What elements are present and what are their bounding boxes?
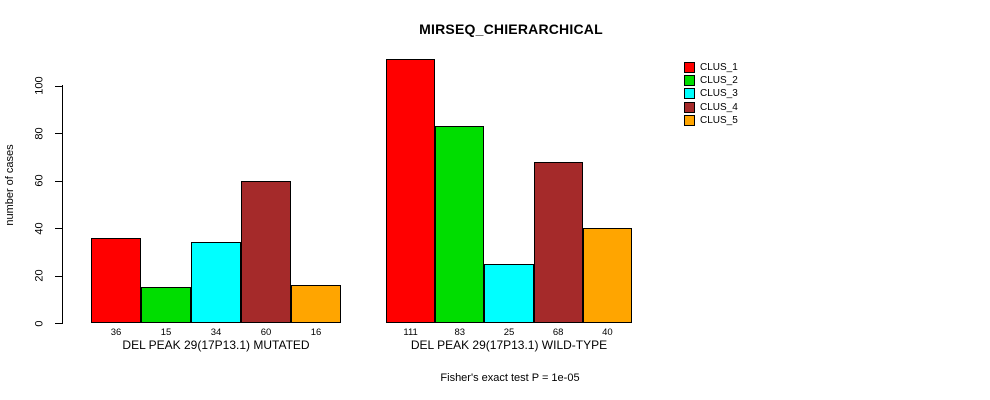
- fisher-test-note: Fisher's exact test P = 1e-05: [440, 372, 580, 384]
- bar-wild-type-clus_3: [484, 263, 534, 323]
- y-axis-tick: [55, 323, 62, 324]
- bar-wild-type-clus_5: [582, 228, 632, 323]
- bar-mutated-clus_3: [191, 242, 241, 323]
- chart-title: MIRSEQ_CHIERARCHICAL: [419, 21, 603, 37]
- y-axis-tick-label: 60: [33, 174, 46, 187]
- y-axis-title: number of cases: [4, 144, 16, 226]
- legend-item-label: CLUS_2: [700, 75, 738, 87]
- y-axis-tick: [55, 133, 62, 135]
- y-axis-tick-label: 40: [33, 221, 46, 235]
- y-axis-tick-label: 80: [33, 126, 46, 140]
- group-label-wild-type: DEL PEAK 29(17P13.1) WILD-TYPE: [410, 338, 608, 352]
- bar-mutated-clus_4: [241, 180, 291, 323]
- bar-value-label: 25: [503, 327, 515, 338]
- legend: CLUS_1 CLUS_2 CLUS_3 CLUS_4 CLUS_5: [684, 61, 738, 127]
- legend-item-clus_4: CLUS_4: [684, 101, 738, 114]
- bar-value-label: 83: [454, 327, 466, 338]
- bar-mutated-clus_1: [91, 237, 141, 323]
- bar-value-label: 16: [310, 327, 322, 338]
- y-axis-tick: [55, 85, 62, 87]
- bar-wild-type-clus_2: [435, 125, 485, 323]
- group-label-mutated: DEL PEAK 29(17P13.1) MUTATED: [122, 338, 310, 352]
- y-axis-tick-label: 100: [33, 76, 46, 95]
- legend-item-clus_2: CLUS_2: [684, 74, 738, 87]
- legend-item-label: CLUS_5: [700, 114, 738, 126]
- legend-swatch-icon: [684, 62, 695, 74]
- legend-item-label: CLUS_4: [700, 101, 738, 113]
- bar-value-label: 68: [552, 327, 564, 338]
- legend-swatch-icon: [684, 101, 695, 113]
- legend-item-clus_1: CLUS_1: [684, 61, 738, 74]
- legend-item-label: CLUS_1: [700, 62, 738, 74]
- bar-value-label: 15: [160, 327, 172, 338]
- legend-swatch-icon: [684, 114, 695, 126]
- y-axis-tick: [55, 180, 62, 182]
- bar-value-label: 34: [210, 327, 222, 338]
- legend-item-label: CLUS_3: [700, 88, 738, 100]
- bar-mutated-clus_2: [141, 287, 191, 323]
- bar-mutated-clus_5: [291, 285, 341, 323]
- bar-value-label: 60: [260, 327, 272, 338]
- bar-wild-type-clus_1: [386, 59, 436, 323]
- y-axis-tick-label: 0: [33, 319, 46, 327]
- legend-swatch-icon: [684, 75, 695, 87]
- legend-item-clus_5: CLUS_5: [684, 114, 738, 127]
- y-axis-tick: [55, 228, 62, 230]
- y-axis-tick: [55, 275, 62, 277]
- bar-value-label: 36: [110, 327, 122, 338]
- bar-value-label: 40: [602, 327, 613, 338]
- y-axis: [62, 85, 63, 324]
- bar-wild-type-clus_4: [533, 161, 583, 323]
- legend-swatch-icon: [684, 88, 695, 100]
- bar-value-label: 111: [403, 327, 418, 338]
- y-axis-tick-label: 20: [33, 269, 46, 282]
- legend-item-clus_3: CLUS_3: [684, 87, 738, 100]
